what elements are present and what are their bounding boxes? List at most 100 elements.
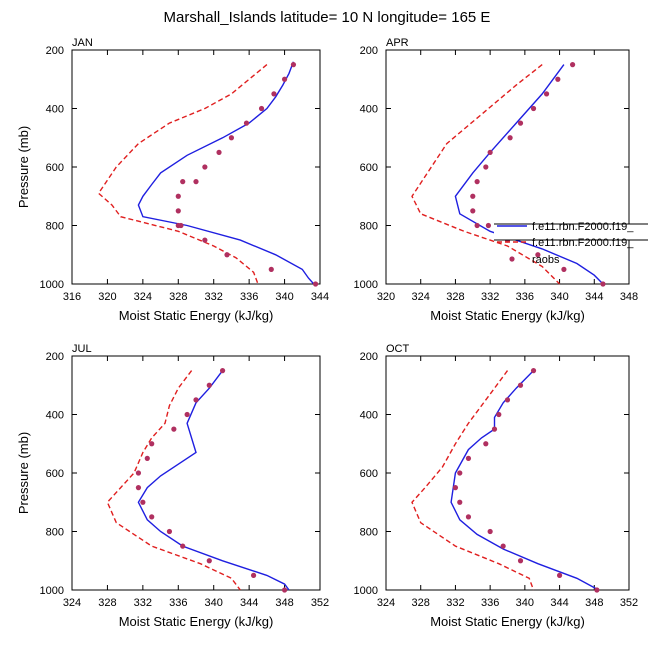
chart-3-oct-ytick-label-2: 600: [360, 468, 378, 480]
chart-2-jul-ytick-label-4: 1000: [40, 585, 64, 597]
chart-1-apr-ytick-label-3: 800: [360, 221, 378, 233]
chart-3-oct-ytick-label-1: 400: [360, 410, 378, 422]
chart-1-apr-raobs-point-2: [543, 91, 550, 97]
panel-jan: JAN 316 320 324 328 332 336 340 344 200 400 600 800 1…: [16, 37, 329, 323]
chart-0-jan-xlabel: Moist Static Energy (kJ/kg): [119, 308, 274, 323]
chart-0-jan-xtick-label-7: 344: [311, 291, 329, 303]
chart-2-jul-series-solid-line: [137, 370, 290, 591]
chart-2-jul-raobs-point-9: [140, 499, 146, 505]
chart-3-oct-plot-frame: [385, 355, 630, 591]
chart-2-jul-ylabel: Pressure (mb): [16, 432, 31, 514]
chart-3-oct-raobs-point-11: [487, 528, 493, 535]
chart-3-oct-raobs-point-3: [496, 411, 502, 418]
chart-3-oct-xtick-label-7: 352: [620, 597, 638, 609]
chart-0-jan-raobs-point-9: [180, 179, 186, 185]
chart-1-apr-xtick-label-6: 344: [585, 291, 603, 303]
chart-3-oct-raobs-point-8: [452, 485, 459, 491]
chart-2-jul-xtick-label-2: 332: [134, 597, 152, 609]
chart-0-jan-raobs-point-14: [202, 237, 208, 243]
chart-0-jan-xtick-label-6: 340: [275, 291, 293, 303]
chart-3-oct-series-solid-line: [450, 370, 599, 591]
chart-0-jan-raobs-point-1: [281, 76, 288, 82]
chart-1-apr-raobs-point-5: [507, 135, 513, 141]
chart-3-oct-raobs-point-4: [491, 426, 498, 432]
legend-entry-solid: f.e11.rbn.F2000.f19_: [532, 221, 634, 233]
chart-0-jan-series-solid-line: [137, 61, 315, 285]
chart-0-jan-ytick-label-3: 800: [46, 221, 64, 233]
chart-1-apr-raobs-point-9: [470, 193, 476, 199]
chart-2-jul-xtick-label-6: 348: [275, 597, 293, 609]
chart-1-apr-xtick-label-2: 328: [446, 291, 464, 303]
chart-3-oct-raobs-point-13: [517, 558, 524, 564]
legend-entry-raobs: raobs: [532, 254, 560, 266]
chart-2-jul-xtick-label-0: 324: [63, 597, 81, 609]
chart-1-apr-xtick-label-5: 340: [550, 291, 568, 303]
panel-apr: APR 320 324 328 332 336 340 344 348 200 400 600 800 1…: [354, 37, 639, 323]
chart-1-apr-xtick-label-4: 336: [516, 291, 534, 303]
chart-0-jan-raobs-point-3: [258, 105, 265, 112]
chart-3-oct-raobs-point-14: [556, 572, 563, 578]
chart-3-oct-xlabel: Moist Static Energy (kJ/kg): [430, 614, 585, 629]
chart-1-apr-raobs-point-8: [474, 179, 480, 185]
chart-0-jan-raobs-point-16: [268, 266, 274, 272]
chart-2-jul-ytick-label-3: 800: [46, 527, 64, 539]
chart-2-jul-plot-frame: [71, 355, 321, 591]
chart-0-jan-xtick-label-1: 320: [98, 291, 116, 303]
chart-3-oct-raobs-point-7: [457, 470, 463, 476]
chart-1-apr-xtick-label-7: 348: [620, 291, 638, 303]
chart-2-jul-raobs-point-10: [149, 514, 155, 520]
chart-3-oct-ytick-label-3: 800: [360, 527, 378, 539]
chart-3-oct-raobs-point-5: [483, 441, 489, 447]
chart-1-apr-raobs-point-16: [600, 281, 606, 287]
chart-3-oct-xtick-label-3: 336: [481, 597, 499, 609]
chart-0-jan-ytick-label-2: 600: [46, 162, 64, 174]
chart-1-apr-raobs-point-0: [569, 62, 576, 68]
chart-0-jan-raobs-point-5: [228, 135, 235, 141]
panel-oct: OCT 324 328 332 336 340 344 348 352 200 400 600 800 1…: [354, 343, 639, 629]
chart-3-oct-raobs-point-1: [517, 382, 524, 388]
chart-3-oct-raobs-point-9: [457, 499, 463, 505]
chart-3-oct-raobs-point-10: [465, 514, 472, 520]
chart-3-oct-xtick-label-1: 328: [412, 597, 430, 609]
chart-0-jan-xtick-label-3: 328: [169, 291, 187, 303]
legend-box: [494, 224, 648, 240]
chart-2-jul-raobs-point-7: [135, 470, 142, 476]
chart-2-jul-raobs-point-3: [184, 411, 190, 418]
chart-1-apr-ytick-label-4: 1000: [354, 279, 378, 291]
legend-dot-swatch: [509, 256, 515, 262]
chart-1-apr-raobs-point-4: [517, 120, 524, 126]
panel-jul: JUL 324 328 332 336 340 344 348 352 200 400 600 800 1…: [16, 343, 329, 629]
chart-0-jan-ytick-label-1: 400: [46, 104, 64, 116]
chart-2-jul-xtick-label-3: 336: [169, 597, 187, 609]
legend: f.e11.rbn.F2000.f19_ f.e11.rbn.F2000.f19…: [494, 221, 648, 266]
chart-0-jan-raobs-point-2: [271, 91, 277, 97]
chart-3-oct-raobs-point-6: [465, 455, 472, 461]
chart-3-oct-xtick-label-4: 340: [516, 597, 534, 609]
chart-2-jul-xtick-label-7: 352: [311, 597, 329, 609]
chart-3-oct-xtick-label-0: 324: [377, 597, 395, 609]
chart-2-jul-raobs-point-4: [171, 426, 177, 432]
chart-3-oct-ytick-label-4: 1000: [354, 585, 378, 597]
chart-1-apr-raobs-point-11: [474, 222, 480, 229]
chart-2-jul-raobs-point-6: [144, 455, 150, 461]
chart-2-jul-raobs-point-14: [250, 572, 257, 578]
chart-0-jan-xtick-label-0: 316: [63, 291, 81, 303]
chart-1-apr-panel-label: APR: [386, 37, 409, 49]
chart-0-jan-ylabel: Pressure (mb): [16, 126, 31, 208]
chart-0-jan-xtick-label-2: 324: [134, 291, 152, 303]
chart-2-jul-ytick-label-0: 200: [46, 351, 64, 363]
chart-1-apr-ytick-label-0: 200: [360, 45, 378, 57]
chart-0-jan-ytick-label-0: 200: [46, 45, 64, 57]
chart-0-jan-raobs-point-0: [290, 62, 297, 68]
figure-title: Marshall_Islands latitude= 10 N longitud…: [164, 9, 491, 26]
chart-3-oct-series-dashed-line: [411, 370, 535, 591]
chart-2-jul-raobs-point-2: [193, 397, 199, 403]
chart-2-jul-xtick-label-4: 340: [205, 597, 223, 609]
chart-2-jul-raobs-point-1: [206, 382, 212, 388]
chart-0-jan-raobs-point-13: [178, 222, 184, 229]
chart-0-jan-raobs-point-4: [243, 120, 250, 126]
chart-2-jul-xlabel: Moist Static Energy (kJ/kg): [119, 614, 274, 629]
chart-2-jul-raobs-point-12: [180, 543, 186, 549]
chart-1-apr-raobs-point-1: [555, 76, 561, 82]
